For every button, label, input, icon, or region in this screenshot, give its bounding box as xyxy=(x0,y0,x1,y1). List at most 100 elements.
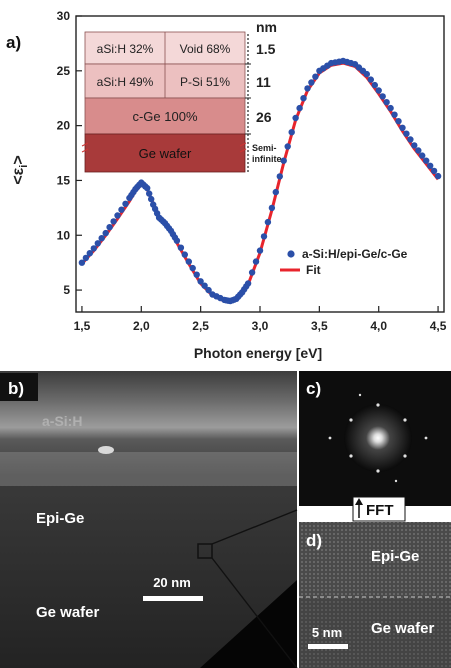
data-point xyxy=(403,130,410,137)
hrtem-label-epige: Epi-Ge xyxy=(371,548,419,565)
data-point xyxy=(292,114,299,122)
fft-spots xyxy=(328,393,428,483)
data-point xyxy=(379,93,386,100)
zoom-line-top xyxy=(211,509,298,545)
data-point xyxy=(284,143,291,150)
y-tick-label: 5 xyxy=(63,283,70,297)
layer-row-2-left: aSi:H 49% xyxy=(97,75,154,89)
panel-d-tag: d) xyxy=(306,531,322,550)
y-axis-label-main: <ε xyxy=(10,167,27,184)
data-point xyxy=(371,81,378,89)
panel-b-tag-bg xyxy=(0,373,38,401)
x-tick-labels: 1,5 2,0 2,5 3,0 3,5 4,0 4,5 xyxy=(74,319,447,333)
data-point xyxy=(407,136,414,143)
data-point xyxy=(82,254,90,262)
data-point xyxy=(244,280,252,287)
thickness-row-1: 1.5 xyxy=(256,41,276,57)
y-tick-labels: 5 10 15 20 25 30 xyxy=(57,9,71,297)
series-data-points xyxy=(78,57,442,305)
data-point xyxy=(304,85,311,92)
x-axis-label: Photon energy [eV] xyxy=(194,345,322,361)
x-tick-label: 2,0 xyxy=(133,319,150,333)
x-tick-label: 2,5 xyxy=(192,319,209,333)
y-axis-label: <εi> xyxy=(10,155,30,184)
panel-a: 5 10 15 20 25 30 1,5 2,0 2,5 3,0 3,5 4,0 4,5 Photon… xyxy=(6,9,447,361)
thickness-row-4-line-1: Semi- xyxy=(252,143,277,153)
y-tick-label: 30 xyxy=(57,9,71,23)
tem-label-asih: a-Si:H xyxy=(42,413,82,429)
data-point xyxy=(415,147,422,154)
data-point xyxy=(181,251,188,258)
data-point xyxy=(78,259,86,266)
tem-bright-spot xyxy=(98,446,114,454)
legend-marker-data xyxy=(287,250,295,258)
fft-center xyxy=(344,404,412,472)
data-point xyxy=(391,111,398,118)
thickness-row-2: 11 xyxy=(256,74,271,90)
data-point xyxy=(395,118,402,125)
hrtem-image xyxy=(299,522,451,668)
tem-interface-band xyxy=(0,452,297,486)
data-point xyxy=(411,142,418,149)
y-tick-label: 20 xyxy=(57,119,71,133)
data-point xyxy=(419,152,426,159)
tem-label-epige: Epi-Ge xyxy=(36,510,84,527)
data-point xyxy=(268,204,276,212)
panel-c-tag: c) xyxy=(306,379,321,398)
break-mark-left xyxy=(81,142,89,153)
hrtem-label-gewafer: Ge wafer xyxy=(371,620,435,637)
data-point xyxy=(248,269,256,276)
data-point xyxy=(280,157,287,164)
hrtem-scale-bar xyxy=(308,644,348,649)
layer-row-4 xyxy=(84,133,246,173)
data-point xyxy=(288,129,295,136)
fft-label-box xyxy=(352,496,406,522)
data-point xyxy=(264,218,272,226)
zoom-line-bottom xyxy=(211,557,298,668)
legend-label-data: a-Si:H/epi-Ge/c-Ge xyxy=(302,247,408,261)
x-tick-label: 4,5 xyxy=(430,319,447,333)
x-tick-label: 1,5 xyxy=(74,319,91,333)
x-tick-label: 3,0 xyxy=(252,319,269,333)
data-point xyxy=(148,195,155,203)
layer-row-1-right: Void 68% xyxy=(180,42,231,56)
y-axis-label-close: > xyxy=(10,155,27,164)
svg-text:<εi>: <εi> xyxy=(10,155,30,184)
data-point xyxy=(144,184,151,192)
hrtem-wafer-region xyxy=(299,597,451,668)
y-tick-label: 25 xyxy=(57,64,71,78)
data-point xyxy=(427,162,434,169)
panel-a-tag: a) xyxy=(6,33,21,52)
data-point xyxy=(90,245,98,252)
data-point xyxy=(363,70,370,78)
data-point xyxy=(86,250,94,257)
layer-row-3 xyxy=(84,97,246,135)
data-point xyxy=(185,258,192,265)
panel-b: b) a-Si:H Epi-Ge Ge wafer 20 nm xyxy=(0,371,298,668)
y-tick-label: 10 xyxy=(57,228,71,242)
data-point xyxy=(173,237,181,244)
legend-label-fit: Fit xyxy=(306,263,321,277)
data-point xyxy=(193,271,200,278)
data-point xyxy=(114,212,121,219)
data-point xyxy=(387,104,394,112)
data-point xyxy=(423,157,430,164)
tem-scale-label: 20 nm xyxy=(153,575,191,590)
fft-label: FFT xyxy=(366,502,394,519)
data-point xyxy=(146,190,153,197)
panel-c: c) FFT xyxy=(299,371,451,522)
tem-scale-bar xyxy=(143,596,203,601)
data-point xyxy=(312,73,319,80)
tem-zoom-box xyxy=(197,543,213,559)
data-point xyxy=(272,188,279,196)
layer-row-1-left: aSi:H 32% xyxy=(97,42,154,56)
data-point xyxy=(375,87,382,94)
data-point xyxy=(189,264,196,272)
panel-b-tag: b) xyxy=(8,379,24,398)
layer-stack-inset: aSi:H 32% Void 68% aSi:H 49% P-Si 51% c-… xyxy=(81,19,282,173)
data-point xyxy=(94,240,102,247)
data-point xyxy=(296,104,303,112)
axis-ticks xyxy=(76,15,439,312)
data-point xyxy=(252,258,260,265)
